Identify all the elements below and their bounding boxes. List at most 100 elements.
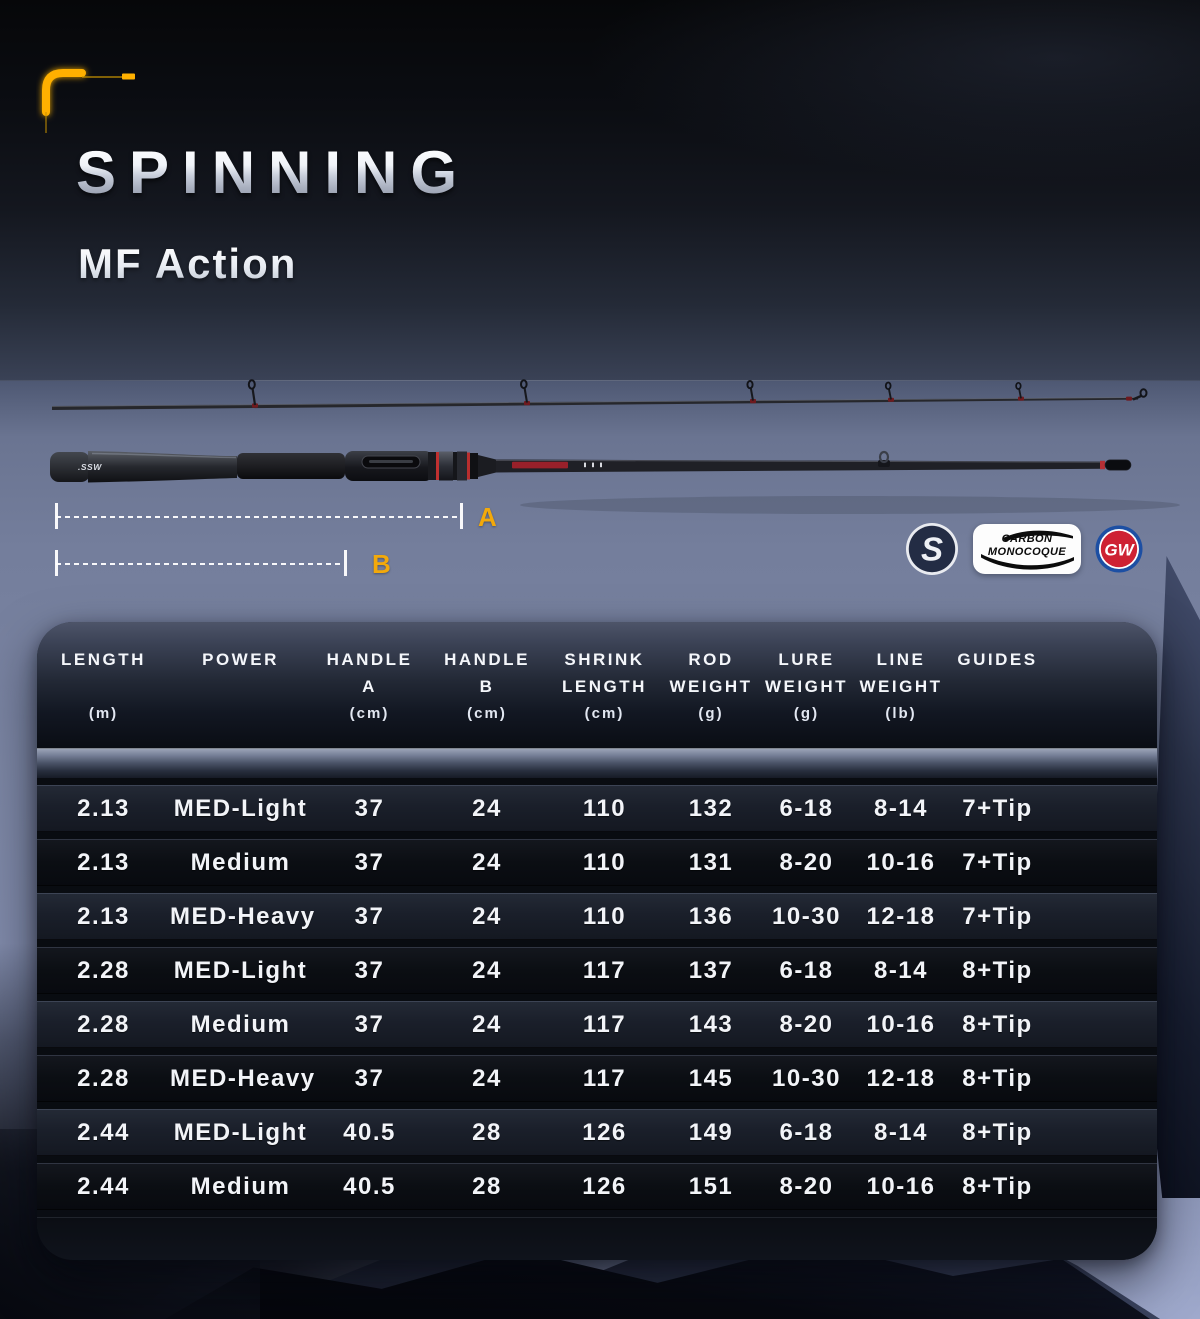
column-header-line bbox=[170, 673, 311, 700]
table-cell: 24 bbox=[472, 849, 502, 876]
table-cell: 145 bbox=[688, 1065, 734, 1092]
column-header: LINE WEIGHT (lb) bbox=[854, 646, 948, 748]
table-cell: 8-14 bbox=[873, 795, 929, 822]
s-badge-letter: S bbox=[921, 531, 943, 568]
table-cell: 143 bbox=[688, 1011, 734, 1038]
table-cell: MED-Light bbox=[173, 795, 308, 822]
table-cell: MED-Light bbox=[173, 1119, 308, 1146]
dimension-b-tick-left bbox=[55, 550, 58, 576]
table-cell: 37 bbox=[354, 903, 385, 930]
table-cell: 12-18 bbox=[866, 1065, 936, 1092]
table-cell: 28 bbox=[472, 1173, 502, 1200]
carbon-monocoque-badge: CARBON MONOCOQUE bbox=[973, 524, 1081, 574]
table-cell: 110 bbox=[582, 795, 627, 822]
column-header-line: POWER bbox=[202, 650, 279, 669]
table-cell: 8+Tip bbox=[962, 1119, 1033, 1146]
table-cell: 8-14 bbox=[873, 957, 929, 984]
column-header-line: HANDLE bbox=[444, 650, 530, 669]
table-cell: 8+Tip bbox=[962, 957, 1033, 984]
table-cell: 24 bbox=[472, 1065, 502, 1092]
table-cell: 37 bbox=[354, 1011, 385, 1038]
table-header-row: LENGTH (m) POWER HANDLE A (cm) HANDLE B (cm) SHRI… bbox=[37, 622, 1157, 748]
table-cell: 126 bbox=[582, 1173, 627, 1200]
column-header-line: GUIDES bbox=[957, 650, 1038, 669]
carbon-badge-line2: MONOCOQUE bbox=[987, 546, 1067, 558]
table-cell: MED-Heavy bbox=[170, 903, 316, 930]
column-unit: (cm) bbox=[467, 705, 507, 722]
table-header-divider bbox=[37, 748, 1157, 778]
table-body: 2.13 MED-Light 37 24 110 132 6-18 8-14 7+Tip 2.13… bbox=[37, 778, 1157, 1210]
table-cell: Medium bbox=[190, 1011, 291, 1038]
dimension-a-tick-left bbox=[55, 503, 58, 529]
column-header: GUIDES bbox=[948, 646, 1047, 748]
column-unit: (cm) bbox=[349, 705, 390, 722]
column-header-line: LINE bbox=[876, 650, 926, 669]
column-header-line: B bbox=[479, 677, 495, 696]
dimension-b-label: B bbox=[372, 549, 392, 579]
column-header-line bbox=[948, 673, 1047, 700]
table-cell: Medium bbox=[190, 849, 291, 876]
table-cell: 24 bbox=[472, 903, 502, 930]
table-cell: 2.13 bbox=[77, 795, 130, 822]
s-brand-badge: S bbox=[906, 523, 958, 575]
table-cell: MED-Heavy bbox=[170, 1065, 316, 1092]
table-cell: 8+Tip bbox=[962, 1065, 1033, 1092]
column-header-line: WEIGHT bbox=[765, 677, 848, 696]
background-seam-line bbox=[0, 380, 1200, 381]
table-cell: 10-30 bbox=[772, 903, 841, 930]
table-row: 2.13 MED-Heavy 37 24 110 136 10-30 12-18 7+Tip bbox=[37, 893, 1157, 940]
table-cell: 8+Tip bbox=[962, 1173, 1033, 1200]
table-cell: MED-Light bbox=[173, 957, 308, 984]
table-cell: 24 bbox=[472, 795, 502, 822]
table-cell: 37 bbox=[354, 957, 385, 984]
table-cell: 2.13 bbox=[77, 903, 130, 930]
table-cell: 10-16 bbox=[866, 849, 936, 876]
table-cell: 110 bbox=[582, 903, 627, 930]
table-footer-space bbox=[37, 1217, 1157, 1260]
table-cell: Medium bbox=[190, 1173, 291, 1200]
dimension-b-tick-right bbox=[344, 550, 347, 576]
page-subtitle: MF Action bbox=[78, 240, 298, 287]
table-cell: 8-20 bbox=[779, 1173, 834, 1200]
column-header: HANDLE A (cm) bbox=[311, 646, 428, 748]
column-header-line: ROD bbox=[688, 650, 734, 669]
table-cell: 2.13 bbox=[77, 849, 130, 876]
gw-brand-badge: GW bbox=[1095, 525, 1143, 573]
table-cell: 8-14 bbox=[873, 1119, 929, 1146]
column-header-line: WEIGHT bbox=[859, 677, 943, 696]
table-cell: 8-20 bbox=[779, 849, 834, 876]
feature-badges: S CARBON MONOCOQUE GW bbox=[905, 522, 1143, 576]
table-cell: 10-16 bbox=[866, 1011, 936, 1038]
table-cell: 2.28 bbox=[77, 1011, 130, 1038]
column-header-line bbox=[37, 673, 170, 700]
column-unit bbox=[170, 700, 311, 727]
column-header-line: SHRINK bbox=[564, 650, 645, 669]
table-cell: 24 bbox=[472, 957, 502, 984]
table-cell: 8+Tip bbox=[962, 1011, 1033, 1038]
table-cell: 137 bbox=[688, 957, 734, 984]
table-cell: 149 bbox=[688, 1119, 734, 1146]
column-header-line: LENGTH bbox=[61, 650, 146, 669]
table-cell: 8-20 bbox=[779, 1011, 834, 1038]
table-cell: 24 bbox=[472, 1011, 502, 1038]
column-header-line: A bbox=[362, 677, 377, 696]
table-row: 2.13 MED-Light 37 24 110 132 6-18 8-14 7+Tip bbox=[37, 785, 1157, 832]
gw-badge-letters: GW bbox=[1104, 541, 1135, 560]
dimension-a-label: A bbox=[478, 502, 498, 532]
column-unit: (g) bbox=[698, 705, 724, 722]
table-cell: 117 bbox=[582, 957, 627, 984]
table-cell: 6-18 bbox=[779, 957, 834, 984]
carbon-swoosh-icon bbox=[981, 530, 1074, 570]
background-top-gradient bbox=[0, 0, 1200, 381]
column-header: HANDLE B (cm) bbox=[428, 646, 546, 748]
dimension-a-line bbox=[56, 516, 460, 518]
page-title: SPINNING bbox=[76, 139, 471, 206]
table-cell: 117 bbox=[582, 1011, 627, 1038]
column-header-line: LURE bbox=[778, 650, 835, 669]
column-unit: (m) bbox=[88, 705, 119, 722]
table-cell: 2.44 bbox=[77, 1119, 130, 1146]
table-row: 2.28 MED-Heavy 37 24 117 145 10-30 12-18 8+Tip bbox=[37, 1055, 1157, 1102]
table-row: 2.28 MED-Light 37 24 117 137 6-18 8-14 8+Tip bbox=[37, 947, 1157, 994]
dimension-a-tick-right bbox=[460, 503, 463, 529]
